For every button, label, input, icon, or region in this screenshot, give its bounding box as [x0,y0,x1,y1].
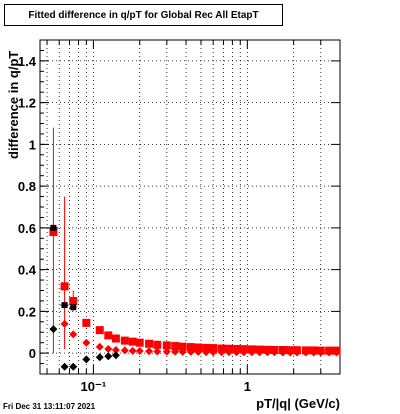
diamond-marker [263,348,272,357]
diamond-marker [278,348,287,357]
diamond-marker [111,351,120,360]
diamond-marker [104,352,113,361]
y-tick-label: 1 [29,137,36,152]
diamond-marker [309,348,318,357]
diamond-marker [95,353,104,362]
diamond-marker [292,348,301,357]
y-tick-label: 1.2 [18,96,36,111]
x-tick-label: 1 [244,379,251,394]
square-marker [82,318,91,327]
x-axis-label: pT/|q| (GeV/c) [256,396,340,411]
data-marks [48,127,341,371]
diamond-marker [209,348,218,357]
square-marker [162,341,171,350]
diamond-marker [255,348,264,357]
y-tick-label: 0.4 [18,263,37,278]
diamond-marker [301,348,310,357]
diamond-marker [186,347,195,356]
square-marker [171,342,180,351]
square-marker [153,340,162,349]
diamond-marker [194,347,203,356]
diamond-marker [224,348,233,357]
axes: 0 0.2 0.4 0.6 0.8 1 1.2 1.4 10⁻¹ 1 [18,39,340,394]
square-marker [178,342,187,351]
diamond-marker [135,347,144,356]
y-tick-label: 0 [29,346,36,361]
square-marker [135,338,144,347]
diamond-marker [120,346,129,355]
chart-title: Fitted difference in q/pT for Global Rec… [4,4,283,26]
diamond-marker [270,348,279,357]
diamond-marker [69,362,78,371]
diamond-marker [171,347,180,356]
diamond-marker [153,347,162,356]
square-marker [70,304,77,311]
diamond-marker [325,348,334,357]
diamond-marker [60,319,69,328]
y-tick-label: 0.8 [18,179,36,194]
diamond-marker [145,347,154,356]
timestamp: Fri Dec 31 13:11:07 2021 [3,402,96,411]
diamond-marker [247,348,256,357]
diamond-marker [60,362,69,371]
diamond-marker [239,348,248,357]
diamond-marker [217,348,226,357]
square-marker [111,334,120,343]
square-marker [128,337,137,346]
diamond-marker [128,346,137,355]
diamond-marker [332,348,341,357]
square-marker [50,224,57,231]
square-marker [120,336,129,345]
diamond-marker [178,347,187,356]
square-marker [95,326,104,335]
diamond-marker [69,330,78,339]
diamond-marker [95,342,104,351]
diamond-marker [286,348,295,357]
diamond-marker [202,348,211,357]
square-marker [194,343,203,352]
square-marker [202,343,211,352]
diamond-marker [111,345,120,354]
diamond-marker [49,325,58,334]
diamond-marker [232,348,241,357]
square-marker [69,296,78,305]
diamond-marker [316,348,325,357]
square-marker [61,302,68,309]
y-tick-label: 0.6 [18,221,36,236]
y-tick-label: 0.2 [18,304,36,319]
square-marker [186,343,195,352]
diamond-marker [162,347,171,356]
x-tick-label: 10⁻¹ [81,379,107,394]
y-tick-label: 1.4 [18,54,37,69]
square-marker [60,282,69,291]
diamond-marker [82,338,91,347]
square-marker [104,331,113,340]
diamond-marker [104,344,113,353]
square-marker [145,339,154,348]
square-marker [49,228,58,237]
diamond-marker [82,355,91,364]
